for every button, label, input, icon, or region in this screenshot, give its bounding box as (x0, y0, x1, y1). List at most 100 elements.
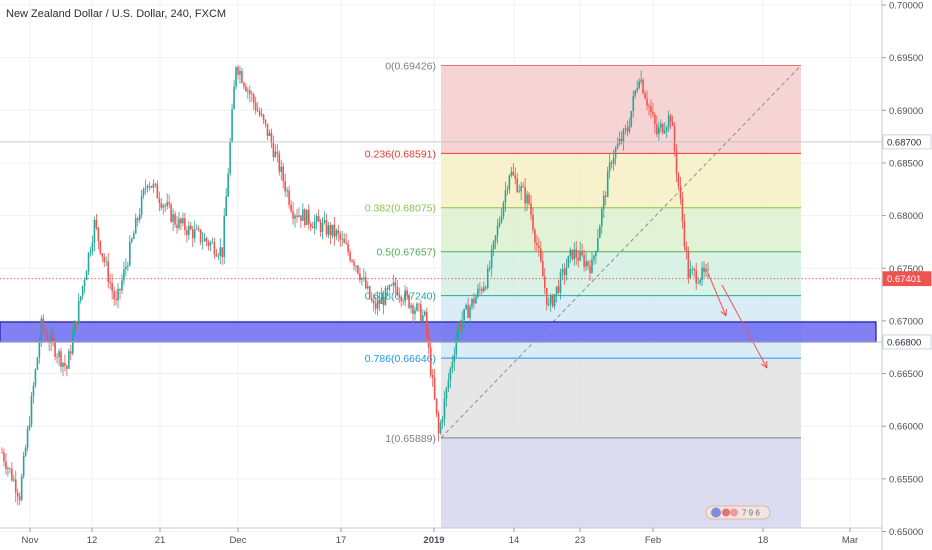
candle-body (121, 280, 123, 291)
candle (70, 344, 72, 361)
fibonacci-retracement[interactable]: 0(0.69426) 0.236(0.68591) 0.382(0.68075) 0.… (365, 60, 802, 528)
candle-body (335, 230, 338, 237)
candle (591, 251, 593, 274)
fib-label-0.382: 0.382(0.68075) (365, 203, 436, 215)
candle-body (195, 228, 198, 230)
candle-body (221, 247, 224, 258)
candle (188, 220, 190, 240)
candle-body (156, 184, 159, 199)
candle (154, 182, 157, 188)
candle (140, 189, 143, 219)
forecast-arrow-head-icon[interactable] (761, 363, 768, 369)
candle-body (107, 261, 109, 283)
candle (166, 193, 168, 210)
candle (575, 240, 578, 265)
candle (648, 103, 650, 116)
candle (105, 256, 108, 266)
candle (278, 150, 281, 176)
candle-body (353, 261, 355, 266)
candle-body (445, 388, 448, 399)
candle-body (604, 195, 607, 197)
candle (144, 179, 147, 195)
candle (16, 488, 19, 506)
candle-body (294, 215, 296, 219)
candle (30, 391, 33, 428)
candle (109, 273, 111, 290)
candle (707, 262, 709, 279)
candle-body (388, 285, 391, 290)
candle-body (158, 198, 161, 204)
candle (667, 110, 670, 133)
price-tag-box[interactable] (882, 271, 932, 287)
price-tick-label: 0.66000 (889, 422, 923, 433)
candle-body (545, 287, 548, 305)
candle-body (130, 238, 133, 242)
candle-body (148, 185, 151, 187)
candle-body (498, 221, 501, 226)
candle (304, 207, 306, 228)
candle-body (540, 248, 542, 261)
candle-body (83, 280, 86, 287)
candle-body (593, 255, 595, 260)
candle (276, 144, 279, 163)
candle-body (219, 247, 222, 256)
candle-body (7, 468, 9, 469)
price-tick-label: 0.65500 (889, 474, 923, 485)
candle (138, 207, 141, 223)
forecast-arrow-head-icon[interactable] (720, 310, 727, 317)
forecast-arrow-line[interactable] (721, 284, 768, 369)
watermark-text: 7 9 6 (742, 509, 760, 518)
candle (1, 447, 3, 454)
candle-body (579, 250, 581, 261)
candle (148, 181, 151, 191)
price-tag-box[interactable] (882, 334, 932, 350)
candle (355, 264, 357, 273)
candle-body (599, 226, 601, 238)
candle (547, 297, 550, 307)
candle-body (622, 129, 625, 142)
candle (136, 216, 139, 227)
support-zone-rect[interactable] (0, 321, 877, 343)
candle-body (510, 171, 513, 176)
support-zone[interactable] (0, 321, 877, 343)
candle-body (349, 252, 351, 261)
candle-body (394, 282, 397, 287)
candle-body (569, 249, 572, 256)
candle-body (463, 308, 465, 321)
price-tick-label: 0.65000 (889, 527, 923, 538)
candle-body (473, 298, 475, 304)
candle (602, 190, 605, 219)
candle (540, 241, 542, 264)
candle-body (695, 270, 698, 283)
forecast-arrows[interactable] (707, 272, 768, 369)
price-tag-box[interactable] (882, 134, 932, 150)
candle-body (679, 186, 682, 199)
candle (339, 231, 342, 247)
candle-body (675, 151, 678, 174)
candle (365, 271, 367, 290)
candle (14, 470, 17, 503)
candle (111, 273, 113, 300)
candle-body (343, 238, 345, 243)
candle (294, 213, 296, 228)
candle-body (587, 261, 589, 266)
candle-body (642, 79, 644, 94)
candle-body (589, 265, 591, 274)
candle-body (18, 496, 21, 500)
candle (217, 252, 220, 261)
candle-body (691, 269, 694, 270)
candle (665, 125, 668, 139)
candle (585, 252, 587, 272)
time-axis[interactable]: Nov 12 21 Dec 17 2019 14 23 Feb 18 Mar (0, 527, 882, 546)
candle (567, 255, 570, 268)
candle-body (626, 128, 629, 132)
candle-body (290, 204, 292, 212)
candle (545, 287, 548, 311)
candle-body (425, 311, 428, 336)
candle-body (650, 106, 652, 112)
candle-body (172, 214, 174, 222)
forecast-arrow-line[interactable] (707, 272, 727, 317)
candle (272, 135, 275, 162)
candle (492, 239, 495, 257)
